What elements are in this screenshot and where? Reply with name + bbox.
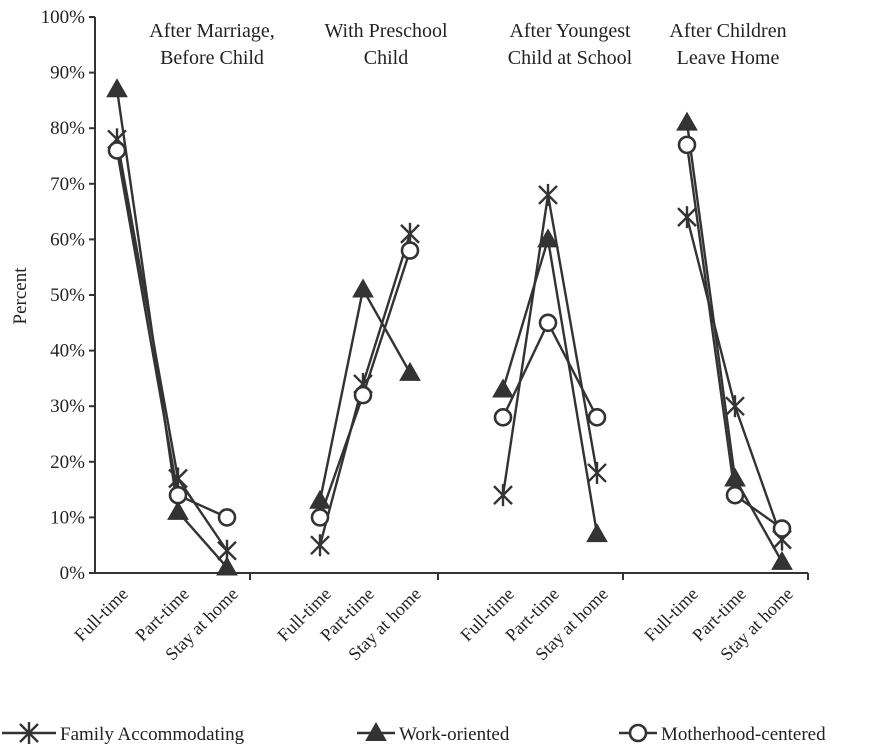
y-tick-label: 0% [60,563,86,584]
triangle-marker [399,361,421,381]
x-star-marker [587,461,607,484]
triangle-marker [492,378,514,398]
legend-item: Family Accommodating [2,722,245,745]
x-star-marker [538,183,558,206]
y-axis-ticks: 0% 10% 20% 30% 40% 50% 60% 70% 80% 90% 100% [41,7,95,584]
triangle-marker [106,78,128,98]
triangle-marker [352,278,374,298]
y-axis-label: Percent [10,267,31,325]
triangle-marker [167,500,189,520]
triangle-marker [365,721,387,741]
x-star-marker [677,206,697,229]
x-star-marker [310,534,330,557]
y-tick-label: 50% [50,285,85,306]
triangle-marker [537,228,559,248]
y-tick-label: 40% [50,341,85,362]
triangle-marker [724,467,746,487]
panel-title: After Marriage, [149,20,275,42]
panel-title: Leave Home [677,47,780,69]
x-star-marker [725,395,745,418]
circle-marker [107,141,127,160]
triangle-marker [771,550,793,570]
panel-title: With Preschool [324,20,448,42]
panel-title: Child [364,47,408,69]
y-tick-label: 30% [50,396,85,417]
y-tick-label: 10% [50,507,85,528]
circle-marker [772,519,792,538]
legend-item: Work-oriented [357,721,510,745]
y-tick-label: 90% [50,63,85,84]
circle-marker [168,485,188,505]
x-axis-ticks [249,573,809,580]
y-tick-label: 60% [50,229,85,250]
panel-title: Child at School [508,47,633,69]
legend-label: Family Accommodating [60,724,245,745]
legend: Family Accommodating Work-oriented Motherh… [2,721,826,745]
y-tick-label: 100% [41,7,86,28]
circle-marker [628,723,648,743]
triangle-marker [676,111,698,131]
circle-marker [538,313,558,333]
circle-marker [677,135,697,155]
circle-marker [493,408,513,427]
triangle-marker [216,556,238,576]
circle-marker [725,485,745,505]
legend-label: Work-oriented [399,724,510,745]
panel-title: After Children [669,20,786,42]
circle-marker [310,508,330,527]
y-tick-label: 70% [50,174,85,195]
panel-2: With PreschoolChildFull-timePart-timeSta… [273,20,448,664]
panel-title: Before Child [160,47,264,69]
circle-marker [217,508,237,527]
panel-title: After Youngest [509,20,631,42]
x-category-label: Full-time [70,584,132,646]
y-tick-label: 20% [50,452,85,473]
x-star-marker [400,222,420,245]
x-star-marker [493,484,513,507]
legend-label: Motherhood-centered [661,724,826,745]
circle-marker [353,385,373,405]
circle-marker [400,241,420,260]
y-tick-label: 80% [50,118,85,139]
x-star-marker [19,722,39,744]
x-star-marker [168,467,188,490]
triangle-marker [586,523,608,543]
circle-marker [587,408,607,427]
legend-item: Motherhood-centered [619,723,826,745]
